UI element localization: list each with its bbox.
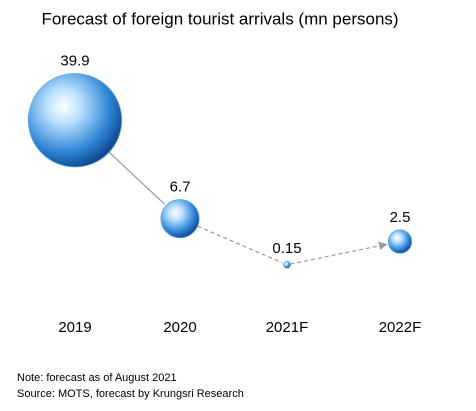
- globe-bubble: [160, 199, 200, 239]
- x-tick-label: 2019: [58, 319, 91, 336]
- globe-bubble: [27, 73, 123, 168]
- globe-bubble: [387, 229, 413, 254]
- x-tick-label: 2020: [163, 319, 196, 336]
- source: Source: MOTS, forecast by Krungsri Resea…: [17, 388, 244, 400]
- connector: [197, 225, 283, 264]
- value-label: 39.9: [60, 52, 89, 69]
- note: Note: forecast as of August 2021: [17, 372, 177, 384]
- x-tick-label: 2022F: [379, 319, 422, 336]
- globe-bubble: [283, 260, 291, 269]
- value-label: 0.15: [272, 240, 301, 257]
- connector: [290, 241, 388, 265]
- value-label: 2.5: [390, 209, 411, 226]
- connector: [108, 151, 165, 205]
- value-label: 6.7: [170, 178, 191, 195]
- chart-title: Forecast of foreign tourist arrivals (mn…: [41, 9, 398, 28]
- x-tick-label: 2021F: [266, 319, 309, 336]
